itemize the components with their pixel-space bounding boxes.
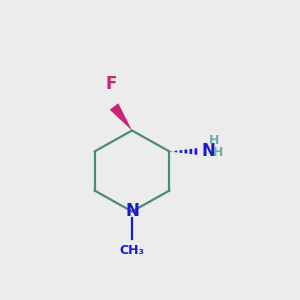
Text: H: H xyxy=(213,146,224,160)
Polygon shape xyxy=(184,149,187,154)
Text: H: H xyxy=(209,134,220,147)
Polygon shape xyxy=(169,151,172,152)
Polygon shape xyxy=(110,103,132,130)
Polygon shape xyxy=(190,149,192,154)
Text: F: F xyxy=(105,75,117,93)
Polygon shape xyxy=(194,148,197,155)
Text: CH₃: CH₃ xyxy=(119,244,145,257)
Polygon shape xyxy=(179,150,182,153)
Text: N: N xyxy=(125,202,139,220)
Text: N: N xyxy=(202,142,216,160)
Polygon shape xyxy=(175,151,177,152)
